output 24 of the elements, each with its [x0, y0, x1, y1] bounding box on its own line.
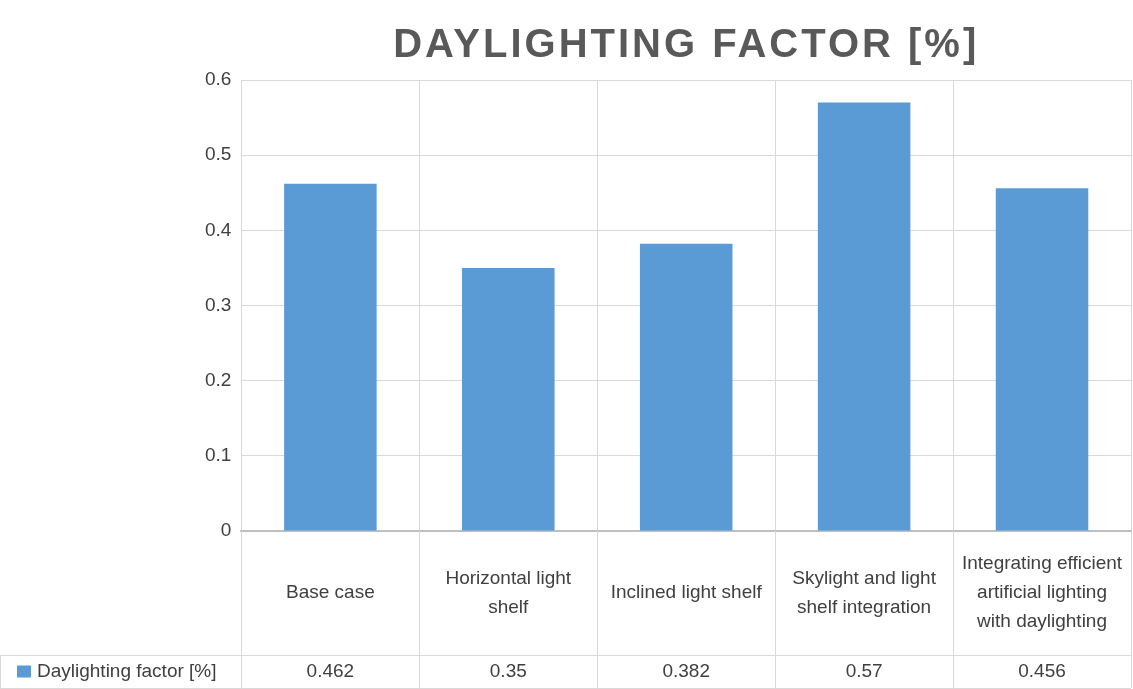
data-label: 0.57	[845, 659, 883, 681]
x-tick-label: Inclined light shelf	[610, 581, 763, 603]
bar	[817, 102, 911, 531]
bar	[284, 183, 377, 531]
x-tick-label: Integrating efficient artificial lighting with daylighting	[961, 552, 1123, 632]
bar	[995, 188, 1089, 531]
y-tick-label: 0.4	[204, 218, 232, 240]
y-tick-label: 0.1	[204, 444, 232, 466]
data-label: 0.35	[489, 659, 527, 681]
data-label: 0.456	[1018, 659, 1066, 681]
data-label: 0.462	[306, 659, 355, 681]
x-tick-label: Horizontal light shelf	[445, 566, 572, 617]
y-tick-label: 0.2	[204, 368, 232, 390]
chart-title: DAYLIGHTING FACTOR [%]	[393, 21, 980, 66]
bar	[462, 267, 555, 531]
y-tick-label: 0.3	[204, 293, 232, 315]
x-tick-label: Skylight and light shelf integration	[792, 566, 937, 617]
legend-label: Daylighting factor [%]	[37, 659, 217, 681]
data-label: 0.382	[662, 659, 710, 681]
y-tick-label: 0.5	[204, 143, 232, 165]
y-tick-label: 0	[220, 519, 232, 541]
bar	[639, 243, 733, 531]
y-tick-label: 0.6	[204, 68, 232, 90]
x-tick-label: Base case	[286, 581, 375, 603]
